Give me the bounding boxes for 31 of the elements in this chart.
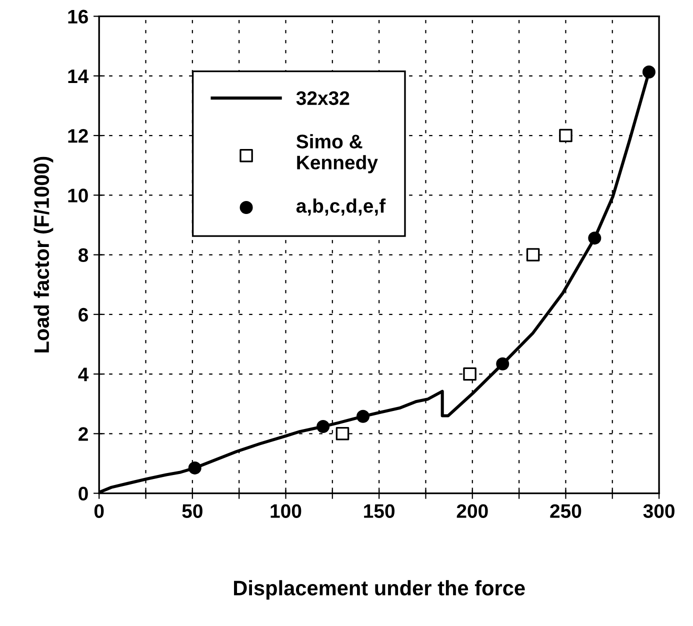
y-tick-label: 12: [68, 128, 88, 143]
point: [356, 410, 370, 423]
y-tick-label: 16: [68, 10, 88, 24]
x-tick-label: 100: [270, 504, 302, 518]
y-tick-label: 4: [78, 368, 89, 382]
x-tick-label: 0: [94, 504, 104, 518]
y-tick-label: 6: [78, 308, 88, 322]
point: [526, 248, 540, 262]
legend-label: 32x32: [296, 91, 350, 106]
point: [463, 367, 476, 381]
point: [188, 461, 202, 474]
point: [336, 427, 350, 440]
y-tick-label: 14: [68, 70, 89, 83]
x-tick-label: 250: [550, 504, 582, 518]
point: [496, 357, 510, 370]
x-tick-label: 150: [364, 504, 394, 518]
y-tick-label: 10: [68, 188, 88, 202]
point: [642, 66, 656, 79]
legend-label: Simo & Kennedy: [296, 134, 378, 174]
point: [559, 128, 572, 142]
y-tick-label: 2: [78, 427, 88, 441]
y-tick-label: 8: [78, 248, 88, 262]
point: [316, 420, 330, 434]
legend-label: a,b,c,d,e,f: [296, 198, 386, 216]
x-tick-label: 300: [643, 504, 674, 518]
y-axis-title: Load factor (F/1000): [34, 156, 54, 352]
x-tick-label: 200: [456, 504, 488, 518]
x-axis-title: Displacement under the force: [234, 580, 525, 600]
x-tick-label: 50: [182, 504, 202, 518]
point: [588, 232, 602, 245]
y-tick-label: 0: [78, 486, 88, 501]
